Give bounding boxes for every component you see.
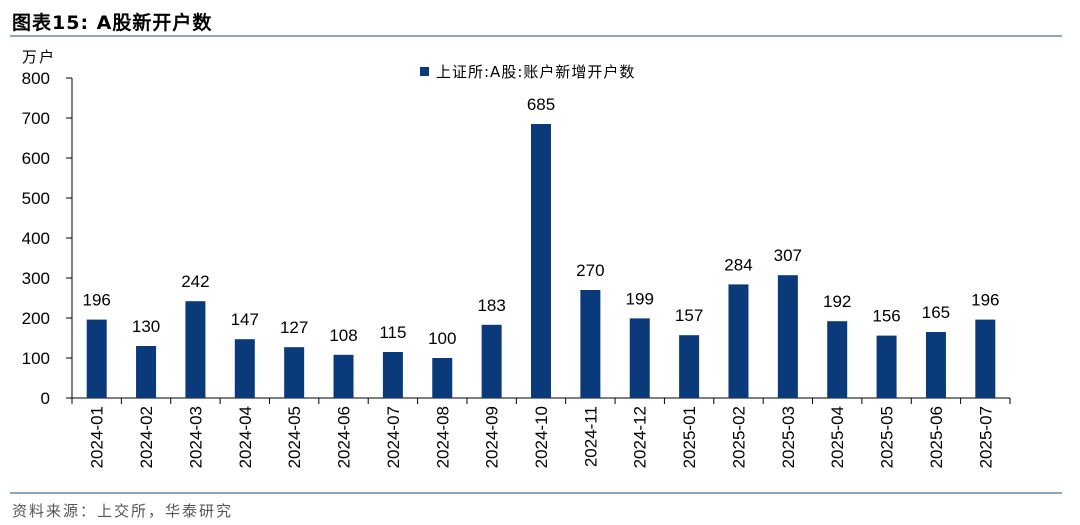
data-label: 115	[379, 323, 406, 342]
data-label: 270	[576, 261, 604, 280]
legend-label: 上证所:A股:账户新增开户数	[436, 63, 635, 81]
data-label: 100	[428, 329, 456, 348]
x-tick-label: 2024-01	[88, 406, 107, 468]
bar	[876, 335, 897, 398]
data-label: 147	[231, 310, 259, 329]
x-tick-label: 2024-03	[186, 406, 205, 468]
y-axis: 0 100 200 300 400 500 600 700 800	[22, 69, 73, 408]
x-tick-label: 2024-08	[433, 406, 452, 468]
data-label: 199	[626, 289, 654, 308]
bar	[975, 319, 996, 398]
bar	[185, 301, 206, 398]
bar-chart: 0 100 200 300 400 500 600 700 800 2024-01 2024-02…	[22, 48, 1011, 468]
bar	[679, 335, 700, 398]
data-label: 192	[823, 292, 851, 311]
bar	[333, 354, 354, 398]
x-tick-label: 2025-01	[680, 406, 699, 468]
x-tick-label: 2024-12	[631, 406, 650, 468]
data-label: 242	[181, 272, 209, 291]
y-tick-label: 300	[22, 269, 50, 288]
y-tick-label: 600	[22, 149, 50, 168]
bar	[777, 275, 798, 398]
bar	[136, 346, 157, 398]
y-tick-label: 500	[22, 189, 50, 208]
figure-title: 图表15: A股新开户数	[12, 12, 213, 34]
bar	[629, 318, 650, 398]
source-note: 资料来源：上交所，华泰研究	[12, 502, 234, 520]
x-tick-label: 2024-05	[285, 406, 304, 468]
data-label: 284	[724, 255, 752, 274]
data-label: 196	[82, 291, 110, 310]
x-tick-label: 2024-09	[483, 406, 502, 468]
x-tick-label: 2025-06	[927, 406, 946, 468]
data-label: 183	[477, 296, 505, 315]
y-tick-label: 800	[22, 69, 50, 88]
legend: 上证所:A股:账户新增开户数	[420, 63, 635, 81]
x-tick-label: 2025-03	[779, 406, 798, 468]
bar	[531, 124, 551, 398]
bar	[827, 321, 848, 398]
data-label: 685	[527, 95, 555, 114]
bar	[580, 290, 601, 398]
bottom-divider	[10, 492, 1062, 494]
y-axis-unit: 万户	[22, 48, 56, 66]
data-labels: 196 130 242 147 127 108 115 100 183 685 270 199 157 2…	[82, 95, 999, 348]
x-axis: 2024-01 2024-02 2024-03 2024-04 2024-05 2024-…	[71, 397, 1011, 468]
bar	[481, 324, 502, 398]
x-tick-label: 2024-11	[581, 406, 600, 467]
data-label: 196	[971, 291, 999, 310]
x-tick-label: 2024-07	[384, 406, 403, 468]
y-tick-label: 200	[22, 309, 50, 328]
legend-swatch	[420, 67, 429, 76]
bar	[925, 332, 946, 398]
data-label: 156	[872, 307, 900, 326]
data-label: 165	[922, 303, 950, 322]
bar	[284, 347, 305, 398]
bars	[86, 124, 996, 398]
bar	[234, 339, 255, 398]
x-tick-label: 2025-02	[729, 406, 748, 468]
x-tick-label: 2024-10	[532, 406, 551, 468]
data-label: 307	[774, 246, 802, 265]
x-tick-label: 2024-02	[137, 406, 156, 468]
data-label: 127	[280, 318, 308, 337]
x-tick-label: 2024-04	[236, 406, 255, 468]
bar	[382, 352, 403, 398]
y-tick-label: 400	[22, 229, 50, 248]
y-tick-label: 0	[41, 389, 50, 408]
top-divider	[10, 35, 1062, 37]
data-label: 130	[132, 317, 160, 336]
x-tick-label: 2025-05	[878, 406, 897, 468]
bar	[86, 319, 107, 398]
data-label: 108	[329, 326, 357, 345]
y-tick-label: 700	[22, 109, 50, 128]
x-tick-label: 2025-04	[828, 406, 847, 468]
bar	[728, 284, 749, 398]
bar	[432, 358, 453, 398]
y-tick-label: 100	[22, 349, 50, 368]
x-tick-label: 2025-07	[976, 406, 995, 468]
x-tick-label: 2024-06	[335, 406, 354, 468]
data-label: 157	[675, 306, 703, 325]
